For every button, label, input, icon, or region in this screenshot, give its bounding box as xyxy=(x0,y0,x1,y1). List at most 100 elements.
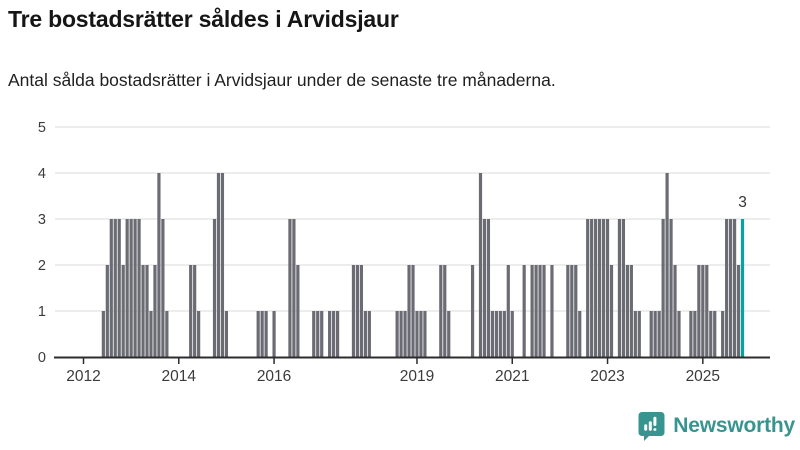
bar xyxy=(296,265,300,357)
bar xyxy=(705,265,709,357)
bar xyxy=(482,219,487,357)
bar xyxy=(510,311,514,357)
y-tick-label: 0 xyxy=(38,350,46,366)
bar xyxy=(725,219,729,357)
bar xyxy=(355,265,360,357)
bar xyxy=(332,311,336,357)
bar xyxy=(629,265,633,357)
bar xyxy=(594,219,598,357)
bar xyxy=(129,219,133,357)
bar xyxy=(367,311,371,357)
bar xyxy=(689,311,693,357)
bar xyxy=(149,311,153,357)
bar xyxy=(316,311,320,357)
bar xyxy=(395,311,399,357)
bar xyxy=(260,311,264,357)
bar xyxy=(423,311,427,357)
x-tick-label: 2025 xyxy=(686,368,720,385)
bar xyxy=(113,219,117,357)
bar xyxy=(288,219,292,357)
chart-subtitle: Antal sålda bostadsrätter i Arvidsjaur u… xyxy=(8,70,556,90)
bar xyxy=(729,219,733,357)
bar xyxy=(363,311,367,357)
bar xyxy=(328,311,332,357)
bar xyxy=(153,265,157,357)
bar xyxy=(486,219,491,357)
bar xyxy=(661,219,665,357)
bar xyxy=(530,265,534,357)
bar xyxy=(617,219,622,357)
bar xyxy=(320,311,324,357)
bar xyxy=(145,265,149,357)
bar xyxy=(220,173,225,357)
bar xyxy=(657,311,661,357)
bar xyxy=(522,265,526,357)
bar xyxy=(133,219,137,357)
bar xyxy=(502,311,506,357)
bar xyxy=(534,265,538,357)
bar xyxy=(498,311,502,357)
bar xyxy=(399,311,403,357)
bar xyxy=(157,173,161,357)
bar xyxy=(625,265,629,357)
bar xyxy=(161,219,165,357)
bar xyxy=(105,265,109,357)
bar xyxy=(494,311,498,357)
y-tick-label: 4 xyxy=(38,166,46,182)
bar xyxy=(117,219,121,357)
newsworthy-logo-text: Newsworthy xyxy=(673,414,795,437)
bar xyxy=(601,219,606,357)
bar xyxy=(125,219,129,357)
bar xyxy=(264,311,268,357)
bar xyxy=(101,311,105,357)
bar xyxy=(478,173,483,357)
bar xyxy=(598,219,602,357)
bar xyxy=(669,219,673,357)
bar xyxy=(407,265,411,357)
bar xyxy=(216,173,221,357)
bar xyxy=(312,311,316,357)
bar xyxy=(212,219,217,357)
bar xyxy=(693,311,697,357)
bar xyxy=(590,219,594,357)
bar xyxy=(351,265,356,357)
newsworthy-logo[interactable]: Newsworthy xyxy=(638,407,795,445)
bar xyxy=(419,311,423,357)
bar xyxy=(411,265,415,357)
bar xyxy=(415,311,419,357)
bar xyxy=(490,311,495,357)
bar xyxy=(697,265,701,357)
bar xyxy=(721,311,725,357)
x-tick-label: 2014 xyxy=(162,368,197,385)
x-tick-label: 2019 xyxy=(400,368,434,385)
bar xyxy=(359,265,363,357)
bar xyxy=(137,219,141,357)
bar xyxy=(189,265,193,357)
bar xyxy=(292,219,296,357)
bar xyxy=(550,265,554,357)
bar xyxy=(165,311,169,357)
y-tick-label: 5 xyxy=(38,120,46,136)
bar xyxy=(665,173,669,357)
y-tick-label: 1 xyxy=(38,304,46,320)
x-tick-label: 2016 xyxy=(257,368,291,385)
bar xyxy=(439,265,443,357)
bar xyxy=(538,265,542,357)
bar xyxy=(637,311,641,357)
bar xyxy=(649,311,653,357)
x-tick-label: 2012 xyxy=(66,368,100,385)
bar xyxy=(609,265,614,357)
bar xyxy=(272,311,276,357)
bar xyxy=(736,265,741,357)
bar xyxy=(193,265,197,357)
bar xyxy=(506,265,510,357)
newsworthy-chart-bubble-icon xyxy=(638,412,665,441)
bar xyxy=(673,265,677,357)
bar xyxy=(713,311,717,357)
bar xyxy=(701,265,705,357)
bar xyxy=(109,219,113,357)
bar xyxy=(709,311,713,357)
bar xyxy=(335,311,340,357)
